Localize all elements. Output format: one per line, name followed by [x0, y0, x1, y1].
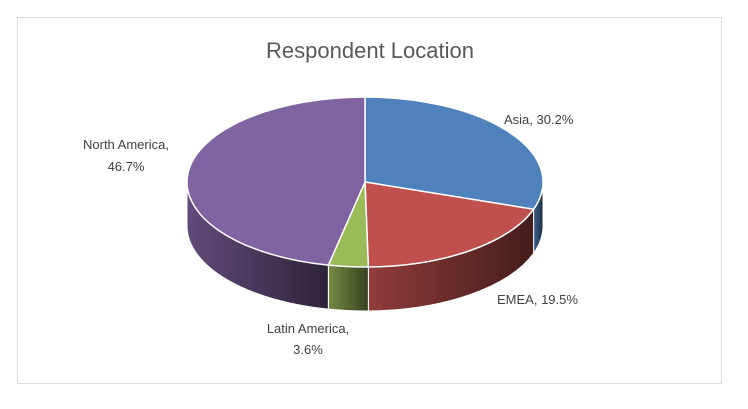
pie-sides: [186, 181, 544, 312]
pie-slice-emea: [364, 181, 535, 268]
svg-text:Asia, 30.2%: Asia, 30.2%: [504, 112, 574, 127]
slice-label-asia: Asia, 30.2%: [504, 112, 574, 127]
svg-text:EMEA, 19.5%: EMEA, 19.5%: [497, 292, 578, 307]
svg-text:North America,: North America,: [83, 137, 169, 152]
pie-slice-asia: [364, 96, 544, 211]
slice-label-latin-america: Latin America, 3.6%: [267, 321, 349, 357]
pie-slice-north-america: [186, 96, 366, 266]
pie-slices: [186, 96, 544, 268]
slice-label-north-america: North America, 46.7%: [83, 137, 169, 174]
svg-text:3.6%: 3.6%: [293, 342, 323, 357]
svg-text:Latin America,: Latin America,: [267, 321, 349, 336]
slice-label-emea: EMEA, 19.5%: [497, 292, 578, 307]
pie-side-latin-america: [327, 264, 369, 312]
chart-title: Respondent Location: [266, 38, 474, 63]
svg-text:46.7%: 46.7%: [108, 159, 145, 174]
